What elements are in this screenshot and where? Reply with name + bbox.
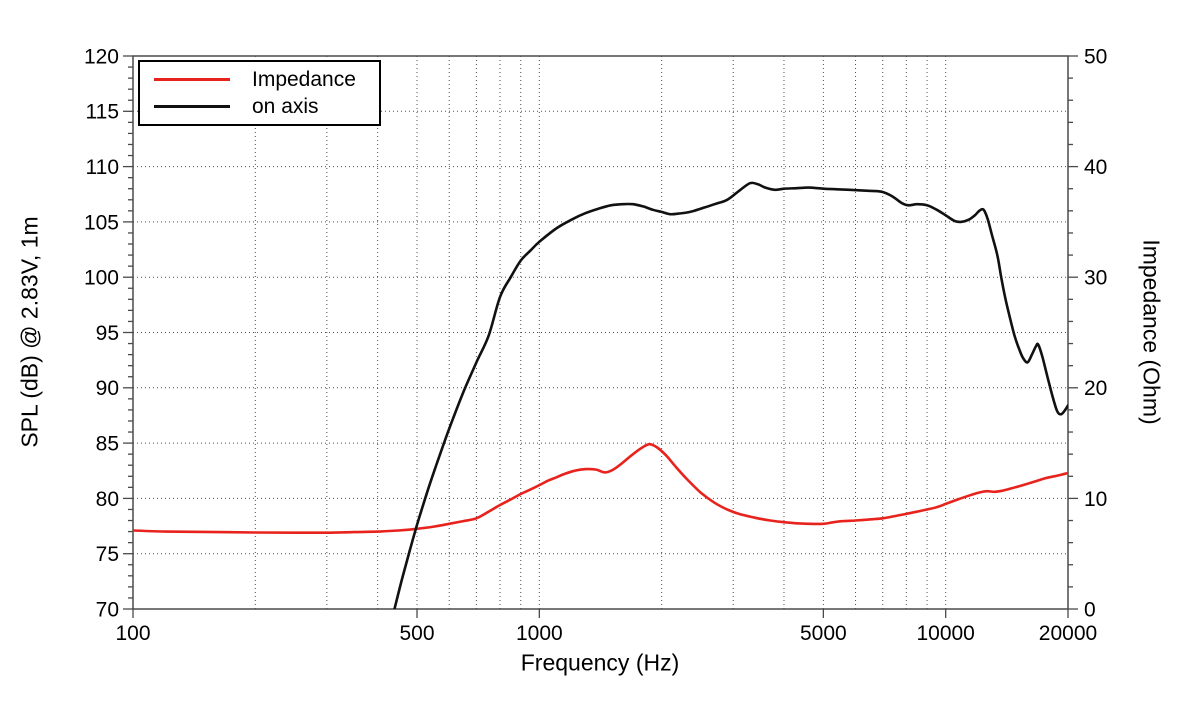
right-tick-label: 50 (1084, 45, 1107, 68)
left-tick-label: 90 (96, 377, 119, 400)
right-tick-label: 0 (1084, 598, 1096, 621)
left-tick-label: 120 (84, 45, 119, 68)
curves (133, 181, 1068, 609)
legend: Impedance on axis (138, 60, 381, 126)
on-axis-line-swatch (154, 105, 230, 109)
right-tick-label: 20 (1084, 377, 1107, 400)
left-tick-label: 105 (84, 211, 119, 234)
left-axis-title: SPL (dB) @ 2.83V, 1m (16, 216, 43, 448)
axis-ticks (123, 55, 1078, 618)
left-tick-label: 85 (96, 432, 119, 455)
right-tick-label: 30 (1084, 267, 1107, 290)
x-tick-label: 100 (115, 622, 150, 645)
legend-item-on-axis: on axis (154, 96, 379, 117)
tick-labels: 70 75 80 85 90 95 100 105 110 115 120 0 10 20 30 40 50 10… (84, 45, 1107, 645)
right-tick-label: 10 (1084, 488, 1107, 511)
left-tick-label: 100 (84, 267, 119, 290)
legend-label-on-axis: on axis (252, 95, 319, 119)
on-axis-curve (393, 181, 1068, 609)
left-tick-label: 115 (86, 101, 119, 124)
left-tick-label: 75 (96, 543, 119, 566)
impedance-line-swatch (154, 77, 230, 81)
left-tick-label: 70 (96, 598, 119, 621)
impedance-curve (133, 442, 1068, 535)
gridlines (133, 56, 1068, 609)
x-tick-label: 10000 (916, 622, 974, 645)
legend-item-impedance: Impedance (154, 69, 379, 90)
x-tick-label: 1000 (516, 622, 563, 645)
left-tick-label: 80 (96, 488, 119, 511)
x-tick-label: 5000 (800, 622, 847, 645)
right-axis-title: Impedance (Ohm) (1138, 239, 1165, 425)
x-tick-label: 20000 (1039, 622, 1097, 645)
x-axis-title: Frequency (Hz) (520, 649, 680, 676)
left-tick-label: 95 (96, 322, 119, 345)
x-tick-label: 500 (399, 622, 434, 645)
legend-label-impedance: Impedance (252, 67, 356, 91)
right-tick-label: 40 (1084, 156, 1107, 179)
left-tick-label: 110 (86, 156, 119, 179)
